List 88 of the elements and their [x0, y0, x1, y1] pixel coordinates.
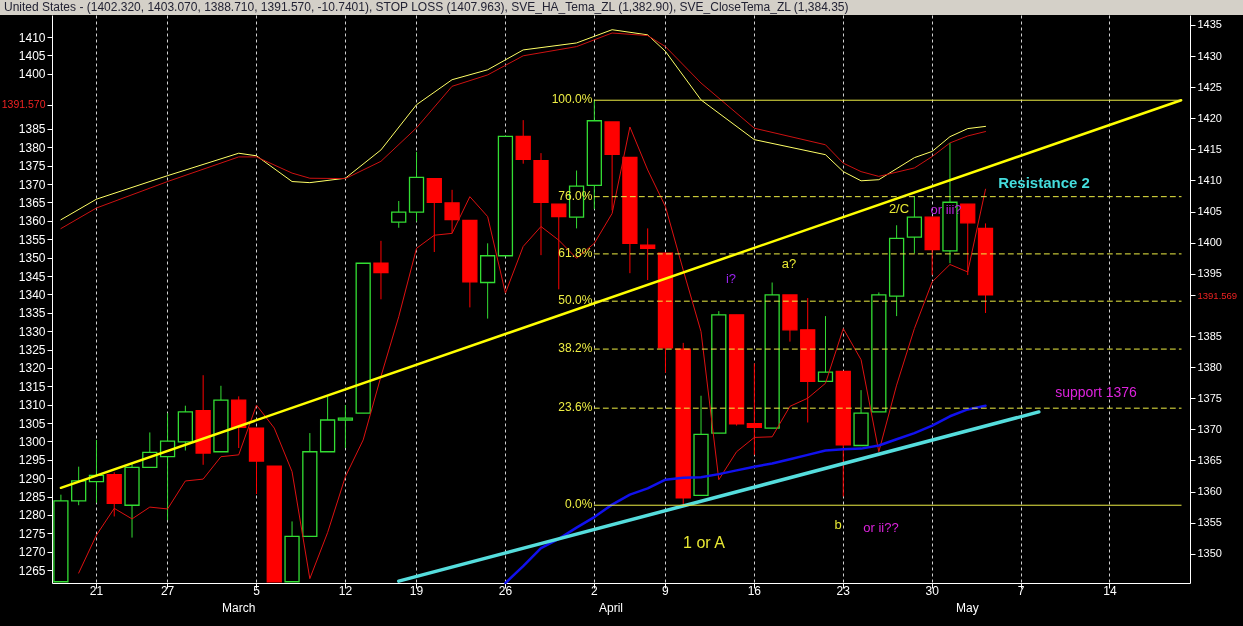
- y2-tick-label: 1435: [1197, 18, 1222, 31]
- y2-tick-label: 1420: [1197, 111, 1222, 124]
- annotation: i?: [725, 271, 737, 286]
- candlestick: [746, 362, 763, 456]
- y2-tick-label: 1365: [1197, 453, 1222, 466]
- y2-tick-label: 1430: [1197, 49, 1222, 62]
- x-tick-label: 30: [925, 583, 940, 598]
- y-tick-label: 1360: [18, 214, 46, 229]
- candlestick: [444, 189, 460, 234]
- y-tick-label: 1340: [18, 287, 46, 302]
- y2-tick-label: 1391.569: [1197, 289, 1238, 301]
- y-tick-label: 1300: [18, 434, 46, 449]
- y-tick-label: 1405: [18, 48, 46, 63]
- y-tick-label: 1295: [18, 453, 46, 468]
- annotation: a?: [781, 256, 797, 271]
- text: March: [222, 601, 256, 615]
- y-tick-label: 1400: [18, 67, 46, 82]
- x-tick-label: 26: [498, 583, 513, 598]
- candlestick: [515, 119, 531, 165]
- y2-tick-label: 1370: [1197, 422, 1222, 435]
- x-tick-label: 27: [160, 583, 175, 598]
- y-tick-label: 1265: [18, 563, 46, 578]
- series-label: 23.6%: [558, 400, 593, 415]
- y-tick-label: 1315: [18, 379, 46, 394]
- text: April: [599, 601, 624, 615]
- x-tick-label: 19: [409, 583, 424, 598]
- annotation: Resistance 2: [998, 174, 1090, 191]
- series-label: 0.0%: [564, 497, 593, 512]
- y-tick-label: 1285: [18, 490, 46, 505]
- x-tick-label: 12: [338, 583, 353, 598]
- y-tick-label: 1335: [18, 306, 46, 321]
- candlestick: [337, 404, 354, 449]
- y2-tick-label: 1395: [1197, 267, 1222, 280]
- y-tick-label: 1275: [18, 526, 46, 541]
- y-tick-label: 1410: [18, 30, 46, 45]
- y-tick-label: 1385: [18, 122, 46, 137]
- y-tick-label: 1375: [18, 159, 46, 174]
- series-label: 38.2%: [558, 341, 593, 356]
- y2-tick-label: 1415: [1197, 142, 1222, 155]
- y-tick-label: 1345: [18, 269, 46, 284]
- annotation: b: [834, 517, 842, 532]
- chart-title: United States - (1402.320, 1403.070, 1388.710, 1391.570, -10.7401), STOP LOSS (1407.963), SVE_HA_Tema_ZL (1,382.90), SVE_CloseTema_ZL (1,384.35): [0, 0, 1243, 15]
- line-series: [504, 404, 987, 585]
- y-tick-label: 1310: [18, 398, 46, 413]
- y-tick-label: 1350: [18, 251, 46, 266]
- x-tick-label: 21: [89, 583, 104, 598]
- x-tick-label: 16: [747, 583, 762, 598]
- y2-tick-label: 1410: [1197, 173, 1222, 186]
- annotation: support 1376: [1055, 384, 1138, 400]
- series-label: 50.0%: [558, 293, 593, 308]
- annotation: or ii??: [863, 520, 899, 535]
- y2-tick-label: 1425: [1197, 80, 1222, 93]
- y-tick-label: 1320: [18, 361, 46, 376]
- y-tick-label: 1280: [18, 508, 46, 523]
- y-tick-label: 1355: [18, 232, 46, 247]
- candlestick: [373, 240, 389, 300]
- candlestick: [640, 227, 656, 281]
- y2-tick-label: 1400: [1197, 236, 1222, 249]
- candlestick: [426, 177, 442, 253]
- y2-tick-label: 1375: [1197, 391, 1222, 404]
- y-tick-label: 1330: [18, 324, 46, 339]
- y2-tick-label: 1355: [1197, 516, 1222, 529]
- x-tick-label: 9: [662, 583, 670, 598]
- x-tick-label: 14: [1103, 583, 1117, 598]
- x-tick-label: 5: [253, 583, 261, 598]
- y-tick-label: 1365: [18, 196, 46, 210]
- candlestick: [391, 200, 407, 229]
- y2-tick-label: 1385: [1197, 329, 1222, 342]
- y-tick-label: 1290: [18, 471, 46, 486]
- series-label: 100.0%: [551, 92, 593, 107]
- candlestick: [960, 203, 976, 276]
- y-tick-label: 1305: [18, 416, 46, 431]
- candlestick: [817, 315, 834, 383]
- y-tick-label: 1270: [18, 545, 46, 560]
- y2-tick-label: 1350: [1197, 547, 1222, 560]
- annotation: 2/C: [888, 201, 910, 216]
- y2-tick-label: 1405: [1197, 205, 1222, 218]
- annotation: 1 or A: [683, 534, 726, 551]
- line-series: [78, 126, 987, 580]
- y2-tick-label: 1380: [1197, 360, 1222, 373]
- y-tick-label: 1391.570: [1, 98, 46, 111]
- y-tick-label: 1380: [18, 140, 46, 155]
- y2-tick-label: 1360: [1197, 485, 1222, 498]
- y-tick-label: 1325: [18, 343, 46, 358]
- text: May: [956, 601, 979, 615]
- y-tick-label: 1370: [18, 177, 46, 192]
- x-tick-label: 23: [836, 583, 851, 598]
- candlestick: [71, 466, 87, 506]
